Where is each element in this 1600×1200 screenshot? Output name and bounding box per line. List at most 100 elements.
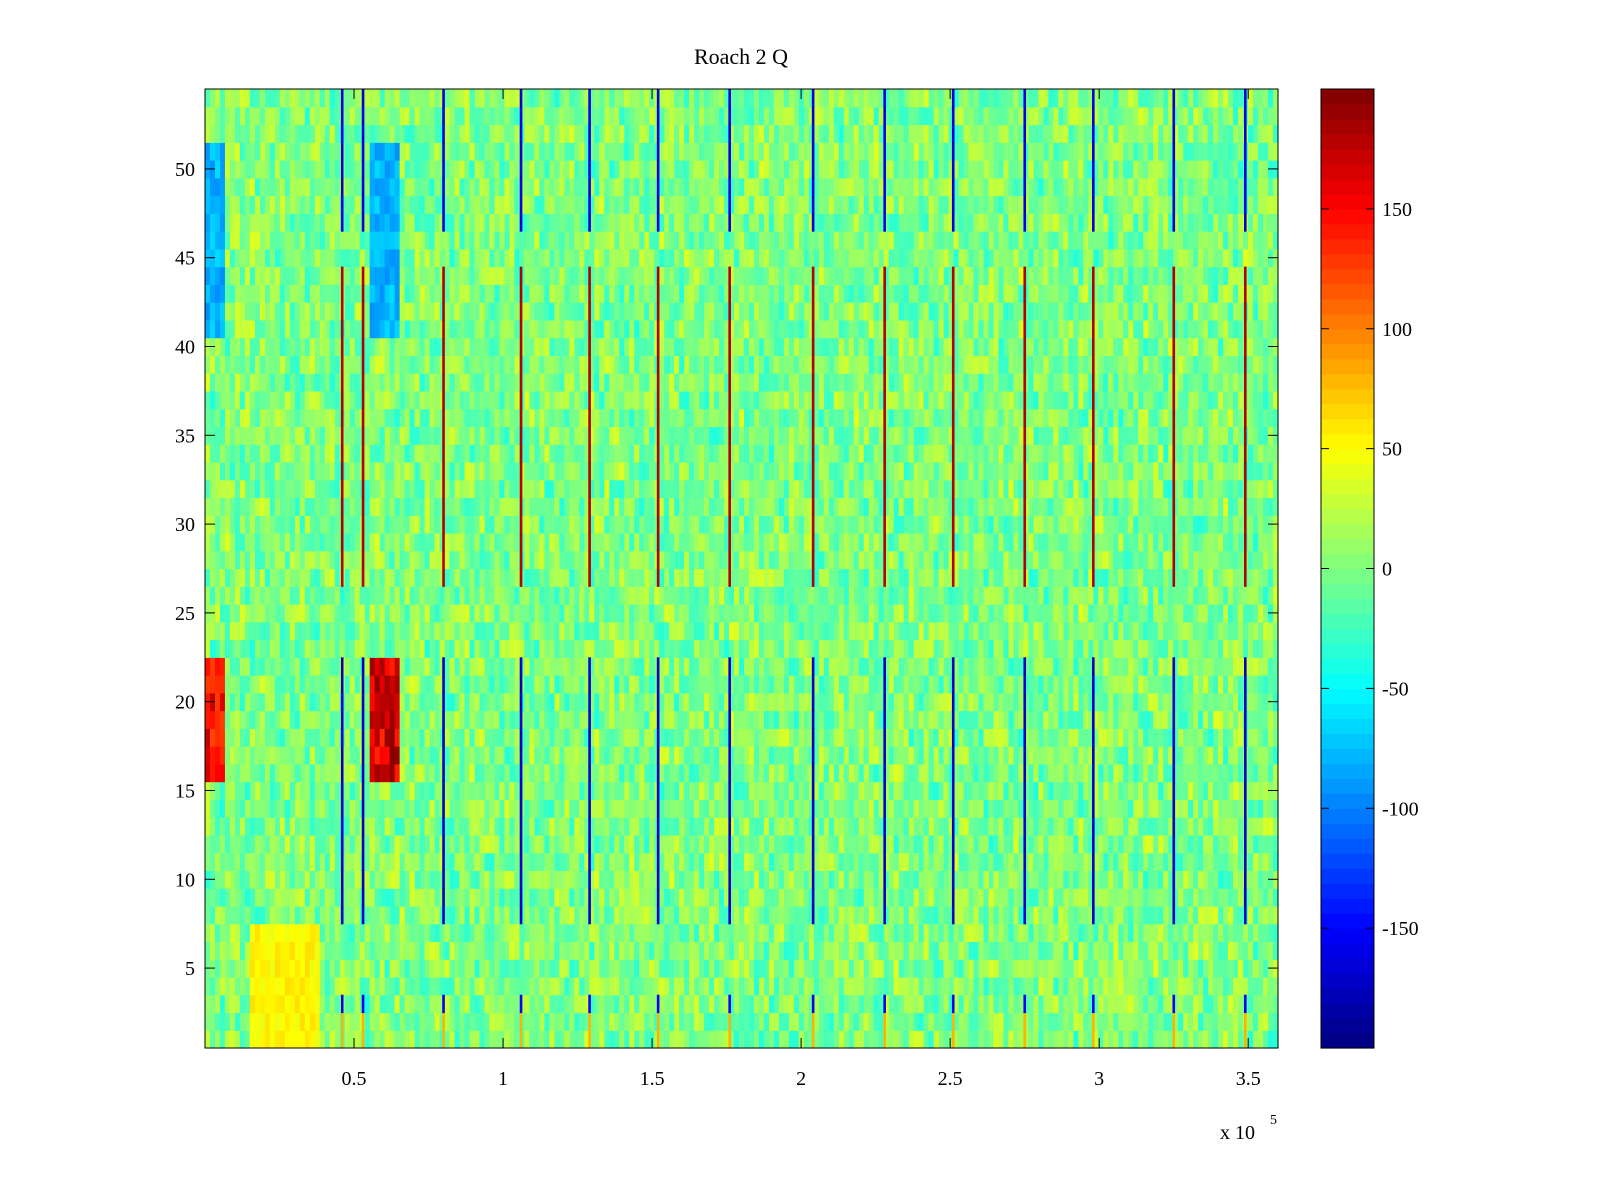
heatmap-cell [529,479,535,499]
heatmap-cell [484,89,491,108]
heatmap-cell [424,639,431,658]
heatmap-cell [259,550,266,570]
heatmap-cell [269,89,276,108]
heatmap-cell [664,834,670,854]
heatmap-cell [639,213,645,232]
heatmap-cell [369,799,376,818]
heatmap-cell [369,142,376,161]
heatmap-cell [299,817,306,836]
heatmap-cell [459,675,466,694]
heatmap-cell [309,817,316,836]
heatmap-cell [569,142,575,161]
heatmap-cell [244,923,251,943]
heatmap-cell [364,373,371,392]
heatmap-cell [419,532,426,552]
heatmap-cell [369,479,376,499]
heatmap-cell [514,390,521,410]
heatmap-cell [534,959,540,978]
heatmap-cell [454,319,461,339]
heatmap-cell [414,497,421,516]
heatmap-cell [634,248,640,268]
heatmap-cell [524,604,530,623]
heatmap-cell [319,479,326,499]
heatmap-cell [344,746,351,765]
heatmap-cell [249,959,256,978]
heatmap-cell [559,142,565,161]
heatmap-cell [649,870,655,889]
heatmap-cell [454,373,461,392]
heatmap-cell [309,746,316,765]
heatmap-cell [454,461,461,481]
heatmap-cell [649,586,655,605]
heatmap-cell [464,923,471,943]
heatmap-cell [659,959,665,978]
heatmap-cell [474,106,481,126]
heatmap-cell [559,213,565,232]
heatmap-cell [394,923,401,943]
heatmap-cell [464,657,471,676]
heatmap-cell [329,657,336,676]
heatmap-cell [364,515,371,534]
heatmap-cell [219,142,226,161]
heatmap-cell [549,532,555,552]
heatmap-cell [554,444,560,463]
heatmap-cell [539,408,545,428]
heatmap-cell [279,213,286,232]
heatmap-cell [239,888,246,907]
heatmap-cell [399,852,406,872]
heatmap-cell [514,550,521,570]
heatmap-cell [329,621,336,641]
heatmap-cell [379,604,386,623]
heatmap-cell [444,408,451,428]
heatmap-cell [234,976,241,996]
heatmap-cell [254,532,261,552]
heatmap-cell [429,675,436,694]
heatmap-cell [524,834,530,854]
heatmap-cell [569,479,575,499]
heatmap-cell [274,976,281,996]
heatmap-cell [254,604,261,623]
heatmap-cell [569,959,575,978]
heatmap-cell [554,319,560,339]
heatmap-cell [244,444,251,463]
heatmap-cell [474,124,481,143]
heatmap-cell [579,763,585,783]
heatmap-cell [554,497,560,516]
heatmap-cell [224,888,231,907]
heatmap-cell [429,834,436,854]
heatmap-cell [334,213,341,232]
heatmap-cell [279,373,286,392]
heatmap-cell [309,763,316,783]
heatmap-cell [529,266,535,285]
heatmap-cell [454,515,461,534]
heatmap-cell [599,941,605,960]
heatmap-cell [329,728,336,747]
heatmap-cell [454,692,461,712]
heatmap-cell [534,1012,540,1031]
heatmap-cell [319,692,326,712]
heatmap-cell [374,479,381,499]
heatmap-cell [254,781,261,800]
heatmap-cell [379,479,386,499]
heatmap-cell [549,728,555,747]
heatmap-cell [354,870,361,889]
heatmap-cell [249,604,256,623]
heatmap-cell [409,923,416,943]
heatmap-cell [504,444,511,463]
heatmap-cell [639,89,645,108]
heatmap-cell [484,248,491,268]
heatmap-cell [384,532,391,552]
heatmap-cell [654,639,660,658]
heatmap-cell [594,710,600,729]
heatmap-cell [419,959,426,978]
heatmap-cell [574,959,580,978]
heatmap-cell [469,302,476,321]
heatmap-cell [274,515,281,534]
heatmap-cell [489,390,496,410]
heatmap-cell [309,905,316,925]
heatmap-cell [399,657,406,676]
heatmap-cell [269,923,276,943]
heatmap-cell [639,497,645,516]
heatmap-cell [419,497,426,516]
heatmap-cell [504,675,511,694]
